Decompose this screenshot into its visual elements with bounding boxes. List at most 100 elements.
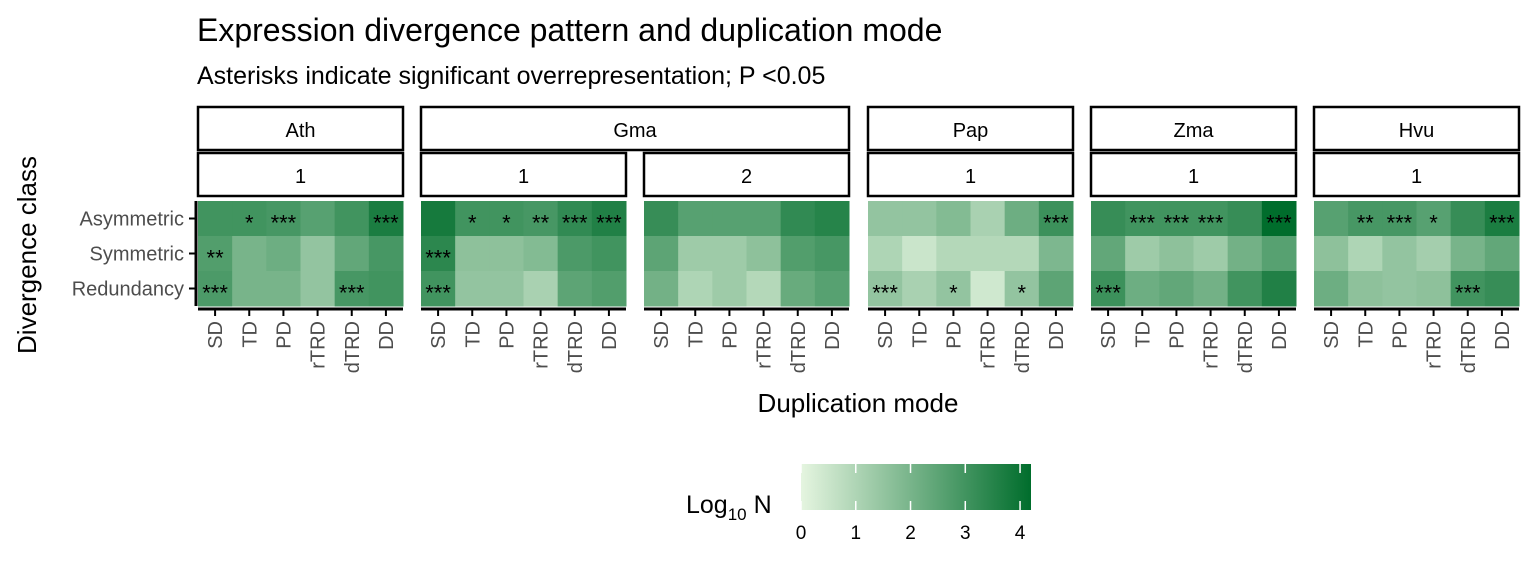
heatmap-cell <box>1484 271 1520 307</box>
heatmap-cell <box>591 201 627 237</box>
group-strip-box <box>1312 151 1521 198</box>
legend-tick-label: 3 <box>960 523 971 544</box>
species-strip: Gma <box>419 105 851 152</box>
facet-panel: 2 SD TD PD rTRD dTRD DD <box>642 151 851 373</box>
group-strip-label: 1 <box>1411 166 1422 188</box>
x-tick-label: dTRD <box>788 321 810 373</box>
x-tick-label: dTRD <box>342 321 364 373</box>
significance-stars: *** <box>1266 211 1292 236</box>
x-tick-label: rTRD <box>978 321 1000 369</box>
significance-stars: *** <box>425 246 451 271</box>
species-strip-label: Ath <box>285 120 315 142</box>
heatmap-cell <box>644 236 679 272</box>
significance-stars: *** <box>596 211 622 236</box>
x-tick-label: PD <box>943 321 965 349</box>
heatmap-cell <box>266 201 301 237</box>
significance-stars: *** <box>1129 211 1155 236</box>
heatmap-cell <box>198 236 233 272</box>
heatmap-cell <box>421 271 456 307</box>
heatmap-cell <box>523 201 559 237</box>
heatmap-cell <box>1314 236 1349 272</box>
heatmap-cell <box>780 201 816 237</box>
facet-panel: 1****** * *SD TD PD rTRD dTRD DD <box>866 151 1075 373</box>
heatmap-cell <box>1227 236 1263 272</box>
species-strip-box <box>196 105 405 152</box>
significance-stars: *** <box>339 281 365 306</box>
heatmap-cell <box>1038 236 1074 272</box>
heatmap-cell <box>1450 201 1486 237</box>
heatmap-cell <box>902 201 937 237</box>
heatmap-cell <box>1004 201 1040 237</box>
heatmap-cell <box>368 271 404 307</box>
heatmap-cell <box>1416 236 1452 272</box>
heatmap-cell <box>678 271 713 307</box>
x-tick-label: dTRD <box>1012 321 1034 373</box>
significance-stars: ** <box>207 246 225 271</box>
x-tick-label: rTRD <box>754 321 776 369</box>
heatmap-cell <box>557 201 593 237</box>
heatmap-cell <box>455 236 490 272</box>
heatmap-cell <box>1193 201 1229 237</box>
x-tick-label: PD <box>496 321 518 349</box>
heatmap-cell <box>1227 271 1263 307</box>
heatmap-cell <box>455 271 490 307</box>
heatmap-cell <box>368 236 404 272</box>
species-strip-box <box>419 105 851 152</box>
facet-panel: 1 *** *** *** *** *** SD TD PD rTRD dTRD DD <box>1089 151 1298 373</box>
heatmap-cell <box>814 201 850 237</box>
significance-stars: ** <box>1357 211 1375 236</box>
heatmap-cell <box>644 201 679 237</box>
heatmap-cell <box>421 201 456 237</box>
x-tick-label: SD <box>651 321 673 349</box>
heatmap-cell <box>1125 271 1160 307</box>
x-tick-label: SD <box>1321 321 1343 349</box>
legend-title-main: Log <box>686 491 728 519</box>
heatmap-cell <box>712 271 747 307</box>
significance-stars: *** <box>872 281 898 306</box>
significance-stars: *** <box>425 281 451 306</box>
heatmap-cell <box>936 236 971 272</box>
heatmap-cell <box>712 201 747 237</box>
legend-tick-label: 1 <box>850 523 861 544</box>
x-axis-title: Duplication mode <box>758 388 959 418</box>
significance-stars: *** <box>1043 211 1069 236</box>
group-strip-label: 1 <box>965 166 976 188</box>
x-tick-label: SD <box>875 321 897 349</box>
heatmap-cell <box>936 201 971 237</box>
heatmap-cell <box>868 201 903 237</box>
heatmap-cell <box>1038 201 1074 237</box>
heatmap-cell <box>1348 201 1383 237</box>
species-strip: Zma <box>1089 105 1298 152</box>
heatmap-cell <box>300 236 336 272</box>
heatmap-cell <box>557 271 593 307</box>
heatmap-cell <box>1004 236 1040 272</box>
x-tick-label: DD <box>1492 321 1514 350</box>
heatmap-cell <box>523 271 559 307</box>
heatmap-cell <box>970 236 1006 272</box>
significance-stars: *** <box>271 211 297 236</box>
significance-stars: *** <box>202 281 228 306</box>
heatmap-cell <box>1091 201 1126 237</box>
significance-stars: *** <box>1387 211 1413 236</box>
heatmap-cell <box>1159 201 1194 237</box>
heatmap-cell <box>421 236 456 272</box>
heatmap-cell <box>1484 236 1520 272</box>
heatmap-cell <box>1125 201 1160 237</box>
species-strip-label: Pap <box>953 120 989 142</box>
group-strip-label: 1 <box>518 166 529 188</box>
species-strip-box <box>1089 105 1298 152</box>
significance-stars: * <box>468 211 477 236</box>
x-tick-label: rTRD <box>1201 321 1223 369</box>
significance-stars: *** <box>1489 211 1515 236</box>
heatmap-cell <box>266 236 301 272</box>
significance-stars: *** <box>373 211 399 236</box>
heatmap-cell <box>1382 236 1417 272</box>
heatmap-cell <box>746 236 782 272</box>
legend-tick-label: 0 <box>796 523 807 544</box>
species-strip-label: Hvu <box>1399 120 1435 142</box>
legend-title-suffix: N <box>747 491 772 519</box>
group-strip-box <box>1089 151 1298 198</box>
heatmap-cell <box>868 271 903 307</box>
group-strip-label: 1 <box>1188 166 1199 188</box>
group-strip-label: 1 <box>295 166 306 188</box>
